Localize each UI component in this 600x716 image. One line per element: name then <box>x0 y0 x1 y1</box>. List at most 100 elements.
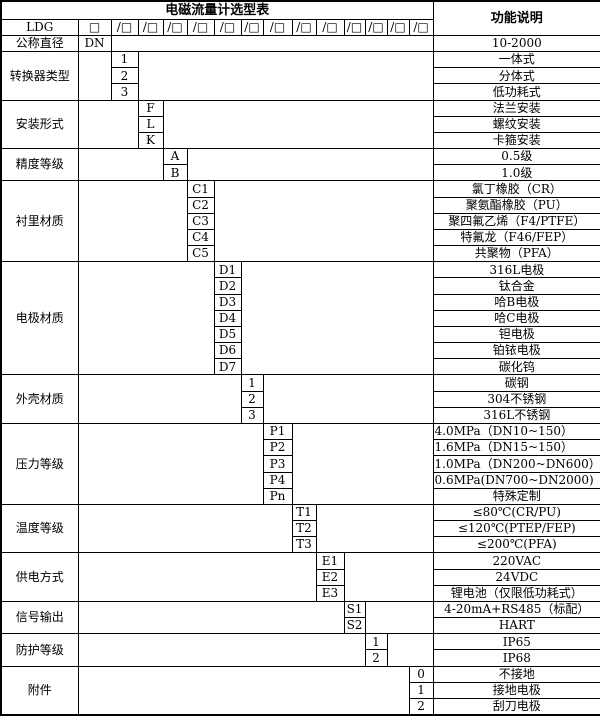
code-slot-cell: /□ <box>240 18 264 36</box>
function-cell: HART <box>432 617 600 635</box>
option-row: 3 低功耗式 <box>1 83 600 101</box>
code-cell: D6 <box>213 342 242 360</box>
option-row: P3 1.0MPa（DN200~DN600） <box>1 455 600 473</box>
option-row: D7 碳化钨 <box>1 358 600 376</box>
spacer-cell <box>186 148 434 182</box>
function-cell: IP68 <box>432 649 600 667</box>
function-cell: 铂铱电极 <box>432 342 600 360</box>
function-cell: 分体式 <box>432 67 600 85</box>
code-slot-cell: /□ <box>343 18 366 36</box>
code-cell: C2 <box>186 196 215 214</box>
function-cell: 1.0级 <box>432 164 600 182</box>
spacer-cell <box>213 180 434 263</box>
function-cell: 聚氨酯橡胶（PU） <box>432 196 600 214</box>
function-cell: 钽电极 <box>432 325 600 344</box>
function-cell: 低功耗式 <box>432 83 600 101</box>
code-cell: T3 <box>291 536 317 554</box>
code-cell: D5 <box>213 325 242 344</box>
spacer-cell <box>77 665 410 716</box>
code-cell: 2 <box>240 390 264 408</box>
function-cell: 1.6MPa（DN15~150） <box>432 439 600 457</box>
option-row: T3 ≤200℃(PFA) <box>1 536 600 554</box>
category-label: 压力等级 <box>0 423 79 505</box>
code-cell: Pn <box>262 487 293 505</box>
spacer-cell <box>77 600 345 635</box>
option-row: 2 刮刀电极 <box>1 697 600 716</box>
code-cell: 0 <box>408 665 434 683</box>
category-label: 防护等级 <box>0 633 79 667</box>
option-row: C5 共聚物（PFA） <box>1 245 600 263</box>
code-cell: D4 <box>213 309 242 327</box>
option-row: 供电方式 E1 220VAC <box>0 552 600 602</box>
function-cell: 氯丁橡胶（CR） <box>432 180 600 198</box>
category-label: 信号输出 <box>0 600 79 635</box>
function-cell: 0.6MPa(DN700~DN2000) <box>432 471 600 489</box>
category-label: 电极材质 <box>0 261 79 376</box>
function-cell: 碳化钨 <box>432 358 600 376</box>
function-cell: 4.0MPa（DN10~150） <box>432 422 600 441</box>
category-label: 供电方式 <box>0 552 79 602</box>
code-cell: C5 <box>186 245 215 263</box>
option-row: 3 316L不锈钢 <box>1 406 600 425</box>
function-cell: ≤200℃(PFA) <box>432 536 600 554</box>
code-cell: A <box>162 148 188 166</box>
function-cell: 刮刀电极 <box>432 697 600 716</box>
function-cell: 304不锈钢 <box>432 390 600 408</box>
category-label: 附件 <box>0 665 79 716</box>
option-row: 精度等级 A 0.5级 <box>0 148 600 182</box>
category-label: 公称直径 <box>0 34 79 53</box>
code-cell: K <box>137 131 164 150</box>
code-slot-cell: /□ <box>137 18 164 36</box>
function-cell: ≤80℃(CR/PU) <box>432 503 600 522</box>
option-row: D2 钛合金 <box>1 277 600 295</box>
category-label: 外壳材质 <box>0 374 79 424</box>
function-cell: 一体式 <box>432 51 600 69</box>
spacer-cell <box>110 34 434 53</box>
code-slot-cell: /□ <box>386 18 410 36</box>
option-row: D3 哈B电极 <box>1 293 600 311</box>
function-cell: 钛合金 <box>432 277 600 295</box>
spacer-cell <box>77 148 164 182</box>
function-cell: 4-20mA+RS485（标配） <box>432 600 600 619</box>
function-cell: IP65 <box>432 633 600 651</box>
option-row: S2 HART <box>1 617 600 635</box>
title-row: 电磁流量计选型表 功能说明 <box>0 0 600 36</box>
code-cell: P3 <box>262 455 293 473</box>
code-cell: 1 <box>240 374 264 392</box>
spacer-cell <box>343 552 434 602</box>
code-cell: 2 <box>364 649 388 667</box>
code-cell: D7 <box>213 358 242 376</box>
code-cell: T2 <box>291 520 317 538</box>
code-cell: T1 <box>291 503 317 522</box>
option-row: 转换器类型 1 一体式 <box>0 51 600 101</box>
spacer-cell <box>77 374 242 424</box>
option-row: P4 0.6MPa(DN700~DN2000) <box>1 471 600 489</box>
option-row: 衬里材质 C1 氯丁橡胶（CR） <box>0 180 600 263</box>
function-cell: 0.5级 <box>432 148 600 166</box>
code-slot-cell: /□ <box>364 18 388 36</box>
function-cell: 法兰安装 <box>432 99 600 117</box>
option-row: 电极材质 D1 316L电极 <box>0 261 600 376</box>
code-cell: 3 <box>110 83 139 101</box>
function-cell: 共聚物（PFA） <box>432 245 600 263</box>
category-label: 转换器类型 <box>0 51 79 101</box>
function-cell: 特殊定制 <box>432 487 600 505</box>
spacer-cell <box>240 261 434 376</box>
code-cell: 2 <box>110 67 139 85</box>
code-slot-cell: /□ <box>262 18 293 36</box>
category-label: 精度等级 <box>0 148 79 182</box>
spacer-cell <box>77 503 293 554</box>
dn-slot-cell: □ <box>77 18 112 36</box>
code-cell: P1 <box>262 422 293 441</box>
option-row: 附件 0 不接地 <box>0 665 600 716</box>
option-row: 1 接地电极 <box>1 681 600 699</box>
code-cell: D2 <box>213 277 242 295</box>
code-cell: D1 <box>213 261 242 279</box>
model-prefix: LDG <box>0 18 79 36</box>
table-title: 电磁流量计选型表 <box>0 0 434 20</box>
spacer-cell <box>77 180 188 263</box>
function-cell: 哈B电极 <box>432 293 600 311</box>
code-slot-cell: /□ <box>110 18 139 36</box>
code-cell: E1 <box>315 552 345 570</box>
